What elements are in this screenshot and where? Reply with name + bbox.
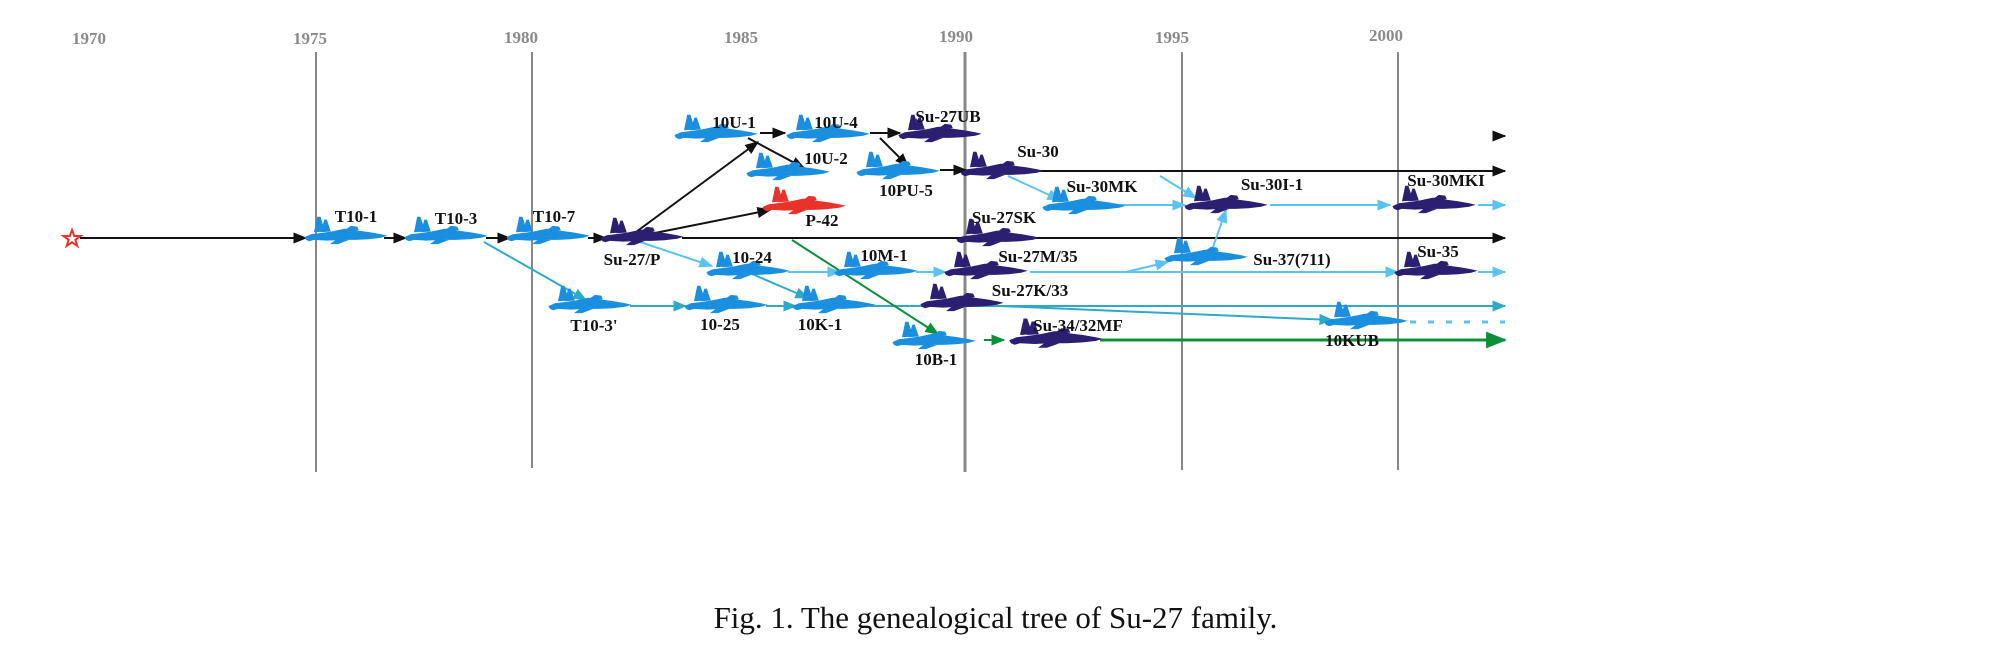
node-label: 10PU-5 [879,181,933,200]
node-label: Su-30 [1017,142,1059,161]
node-label: Su-27SK [972,208,1037,227]
year-label: 1970 [72,29,106,48]
node-label: P-42 [805,211,838,230]
year-label: 1975 [293,29,327,48]
arrow [751,273,810,299]
node-su-27k33: Su-27K/33 [920,281,1069,312]
node-su-30mk: Su-30MK [1042,177,1139,215]
node-label: Su-35 [1417,242,1459,261]
node-label: 10M-1 [860,246,907,265]
node-label: 10U-1 [712,113,755,132]
node-10u-2: 10U-2 [746,149,848,181]
aircraft-icon [762,186,846,215]
node-t10-3: T10-3 [404,209,488,245]
aircraft-icon [600,217,684,246]
node-label: Su-30MK [1067,177,1139,196]
node-t10-1: T10-1 [304,207,388,245]
node-10m-1: 10M-1 [834,246,918,280]
node-label: T10-3' [570,316,617,335]
node-su-34: Su-34/32MF [1009,316,1123,348]
node-label: T10-1 [335,207,378,226]
node-label: 10-25 [700,315,740,334]
node-su-27p: Su-27/P [600,217,684,269]
node-su-27sk: Su-27SK [956,208,1040,247]
aircraft-nodes: T10-1 T10-3 T10-7 Su-27/P T10-3' 10U-1 1… [304,107,1485,369]
node-10k-1: 10K-1 [792,285,876,334]
node-10b-1: 10B-1 [892,321,976,369]
origin-star-icon [60,227,84,249]
year-label: 1995 [1155,28,1189,47]
node-label: 10U-4 [814,113,858,132]
node-t10-3b: T10-3' [548,285,632,335]
node-label: T10-3 [435,209,478,228]
aircraft-icon [892,321,976,350]
node-su-30i-1: Su-30I-1 [1184,175,1303,214]
node-label: Su-37(711) [1253,250,1330,269]
node-t10-7: T10-7 [506,207,590,245]
node-label: 10-24 [732,248,772,267]
arrow [1007,175,1062,201]
node-label: Su-34/32MF [1033,316,1123,335]
year-grid: 1970 1975 1980 1985 1990 1995 2000 [72,26,1403,472]
node-label: 10KUB [1325,331,1379,350]
year-label: 1980 [504,28,538,47]
node-su-27ub: Su-27UB [898,107,982,143]
node-su-30mki: Su-30MKI [1392,171,1485,214]
node-label: 10U-2 [804,149,847,168]
aircraft-icon [684,285,768,314]
arrow [1125,259,1170,273]
node-su-35: Su-35 [1394,242,1478,280]
node-label: 10B-1 [915,350,958,369]
node-label: Su-30I-1 [1241,175,1303,194]
arrow [639,241,714,268]
node-label: Su-27M/35 [998,247,1077,266]
aircraft-icon [1164,237,1248,266]
year-label: 1985 [724,28,758,47]
arrow [1211,208,1228,251]
node-10-24: 10-24 [706,248,790,280]
arrow [635,141,760,233]
node-10u-4: 10U-4 [786,113,870,143]
node-10pu-5: 10PU-5 [856,151,940,200]
node-10u-1: 10U-1 [674,113,758,143]
arrow [791,239,940,335]
aircraft-icon [548,285,632,314]
arrow [999,305,1334,326]
node-label: T10-7 [533,207,576,226]
node-su-37: Su-37(711) [1164,237,1331,269]
node-label: Su-27UB [915,107,980,126]
arrow [639,206,772,237]
figure-caption: Fig. 1. The genealogical tree of Su-27 f… [713,600,1278,635]
node-label: Su-27/P [604,250,661,269]
aircraft-icon [792,285,876,314]
node-label: Su-27K/33 [992,281,1069,300]
node-10kub: 10KUB [1324,301,1408,350]
year-label: 1990 [939,27,973,46]
node-p-42: P-42 [762,186,846,230]
node-label: Su-30MKI [1407,171,1485,190]
node-su-27m35: Su-27M/35 [944,247,1078,280]
arrow [1159,175,1198,199]
node-10-25: 10-25 [684,285,768,334]
year-label: 2000 [1369,26,1403,45]
node-label: 10K-1 [798,315,842,334]
node-su-30: Su-30 [960,142,1059,180]
